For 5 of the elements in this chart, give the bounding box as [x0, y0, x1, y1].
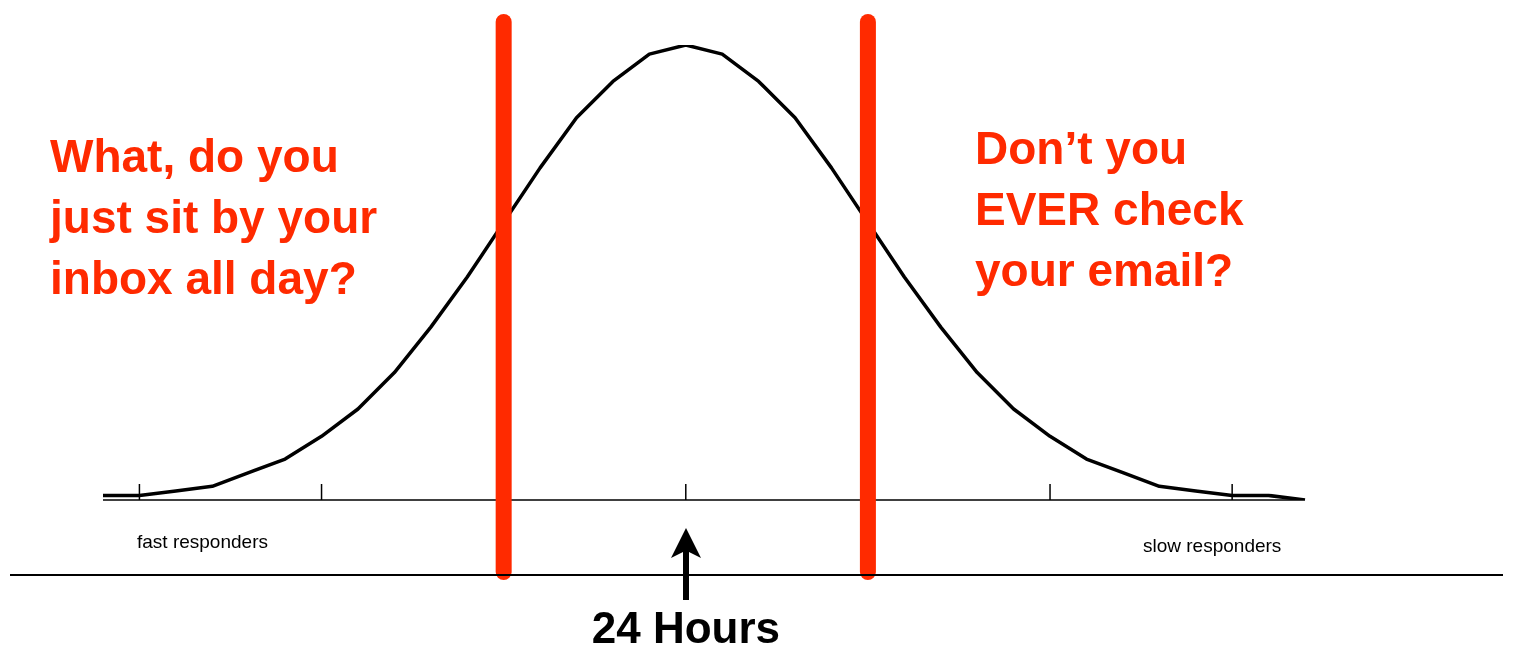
annotation: Don’t you EVER check your email?	[975, 121, 1244, 298]
text: fast responders	[137, 531, 268, 553]
text: 24 Hours	[591, 603, 781, 653]
annotation: What, do you just sit by your inbox all day?	[50, 129, 378, 306]
text: slow responders	[1143, 535, 1282, 557]
